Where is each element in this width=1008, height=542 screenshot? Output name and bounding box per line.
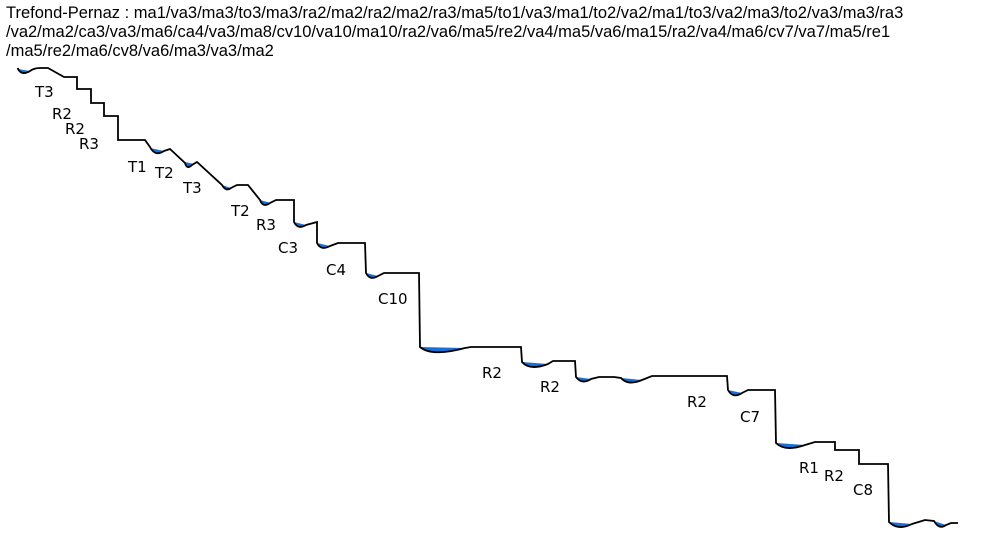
obstacle-label: R3 (79, 135, 99, 153)
obstacle-label: T2 (154, 164, 174, 182)
obstacle-label: C3 (278, 239, 298, 257)
obstacle-label: C4 (326, 261, 346, 279)
title-line-3: /ma5/re2/ma6/cv8/va6/ma3/va3/ma2 (6, 42, 274, 60)
obstacle-label: C7 (740, 408, 760, 426)
obstacle-label: C8 (853, 481, 873, 499)
obstacle-label: C10 (378, 290, 408, 308)
obstacle-label: R2 (687, 393, 707, 411)
pool (934, 521, 946, 527)
obstacle-label: T1 (127, 158, 147, 176)
obstacle-label: R3 (256, 216, 276, 234)
obstacle-label: R2 (482, 364, 502, 382)
obstacle-label: R2 (65, 120, 85, 138)
obstacle-label: R1 (799, 459, 819, 477)
obstacle-label: T2 (230, 202, 250, 220)
obstacle-label: R2 (52, 105, 72, 123)
canyon-profile-line (17, 67, 958, 528)
obstacle-label: T3 (182, 179, 202, 197)
obstacle-label: R2 (824, 467, 844, 485)
route-title: Trefond-Pernaz : ma1/va3/ma3/to3/ma3/ra2… (6, 4, 1006, 61)
title-line-1: Trefond-Pernaz : ma1/va3/ma3/to3/ma3/ra2… (6, 4, 904, 22)
obstacle-labels: T3 R2 R2 R3 T1 T2 T3 T2 R3 C3 C4 C10 R2 … (34, 83, 873, 499)
title-line-2: /va2/ma2/ca3/va3/ma6/ca4/va3/ma8/cv10/va… (6, 23, 891, 41)
obstacle-label: T3 (34, 83, 54, 101)
obstacle-label: R2 (540, 378, 560, 396)
